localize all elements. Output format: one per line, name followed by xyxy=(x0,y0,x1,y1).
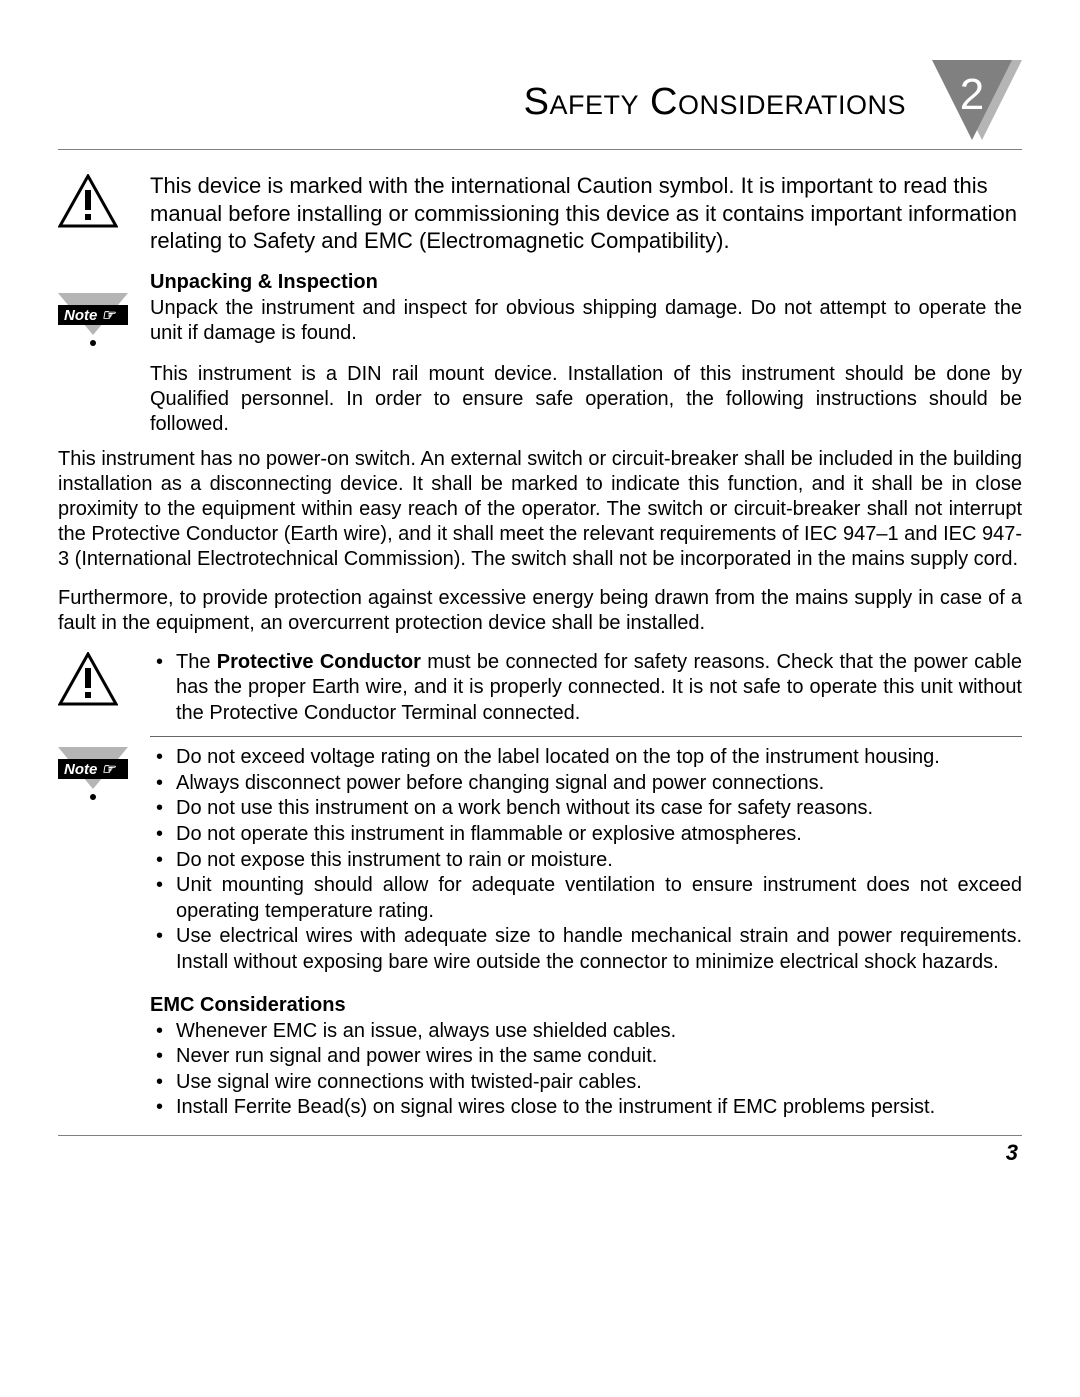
emc-section: EMC Considerations Whenever EMC is an is… xyxy=(58,994,1022,1121)
emc-bullets-list: Whenever EMC is an issue, always use shi… xyxy=(150,1019,1022,1121)
emc-icon-col xyxy=(58,994,150,1121)
bottom-rule xyxy=(58,1135,1022,1136)
page-header: Safety Considerations 2 xyxy=(58,60,1022,145)
unpacking-section: Note ☞ Unpacking & Inspection Unpack the… xyxy=(58,271,1022,437)
page-title: Safety Considerations xyxy=(524,81,906,124)
list-item: Install Ferrite Bead(s) on signal wires … xyxy=(150,1095,1022,1121)
list-item: Always disconnect power before changing … xyxy=(150,771,1022,797)
page-number: 3 xyxy=(58,1140,1022,1166)
list-item: Use signal wire connections with twisted… xyxy=(150,1070,1022,1096)
list-item: Do not use this instrument on a work ben… xyxy=(150,796,1022,822)
chapter-badge: 2 xyxy=(932,60,1022,145)
protective-icon-col xyxy=(58,650,150,746)
prot-before: The xyxy=(176,651,217,673)
safety-bullets-col: Do not exceed voltage rating on the labe… xyxy=(150,745,1022,975)
list-item: Unit mounting should allow for adequate … xyxy=(150,873,1022,924)
power-p2: Furthermore, to provide protection again… xyxy=(58,586,1022,636)
protective-section: The Protective Conductor must be connect… xyxy=(58,650,1022,746)
protective-text-col: The Protective Conductor must be connect… xyxy=(150,650,1022,746)
warning-triangle-icon xyxy=(58,174,150,228)
list-item: Never run signal and power wires in the … xyxy=(150,1044,1022,1070)
top-rule xyxy=(58,149,1022,150)
unpacking-icon-col: Note ☞ xyxy=(58,271,150,437)
list-item: Do not expose this instrument to rain or… xyxy=(150,848,1022,874)
intro-paragraph: This device is marked with the internati… xyxy=(150,172,1022,255)
unpacking-p2: This instrument is a DIN rail mount devi… xyxy=(150,362,1022,437)
list-item: Whenever EMC is an issue, always use shi… xyxy=(150,1019,1022,1045)
safety-bullets-list: Do not exceed voltage rating on the labe… xyxy=(150,745,1022,975)
emc-text-col: EMC Considerations Whenever EMC is an is… xyxy=(150,994,1022,1121)
list-item: Do not exceed voltage rating on the labe… xyxy=(150,745,1022,771)
unpacking-p1: Unpack the instrument and inspect for ob… xyxy=(150,296,1022,346)
intro-icon-col xyxy=(58,172,150,255)
unpacking-text-col: Unpacking & Inspection Unpack the instru… xyxy=(150,271,1022,437)
page-container: Safety Considerations 2 This device is m… xyxy=(0,0,1080,1397)
emc-heading: EMC Considerations xyxy=(150,994,1022,1017)
svg-text:Note ☞: Note ☞ xyxy=(64,307,117,324)
chapter-number: 2 xyxy=(932,70,1012,120)
list-item: Do not operate this instrument in flamma… xyxy=(150,822,1022,848)
intro-section: This device is marked with the internati… xyxy=(58,172,1022,255)
note-icon: Note ☞ xyxy=(58,293,150,355)
safety-icon-col: Note ☞ xyxy=(58,745,150,975)
sub-divider xyxy=(150,736,1022,737)
prot-bold: Protective Conductor xyxy=(217,651,421,673)
warning-triangle-icon xyxy=(58,652,150,706)
svg-text:Note ☞: Note ☞ xyxy=(64,761,117,778)
intro-text-col: This device is marked with the internati… xyxy=(150,172,1022,255)
unpacking-heading: Unpacking & Inspection xyxy=(150,271,1022,294)
safety-bullets-section: Note ☞ Do not exceed voltage rating on t… xyxy=(58,745,1022,975)
list-item: Use electrical wires with adequate size … xyxy=(150,924,1022,975)
protective-bullet: The Protective Conductor must be connect… xyxy=(150,650,1022,727)
power-p1: This instrument has no power-on switch. … xyxy=(58,447,1022,572)
note-icon: Note ☞ xyxy=(58,747,150,809)
